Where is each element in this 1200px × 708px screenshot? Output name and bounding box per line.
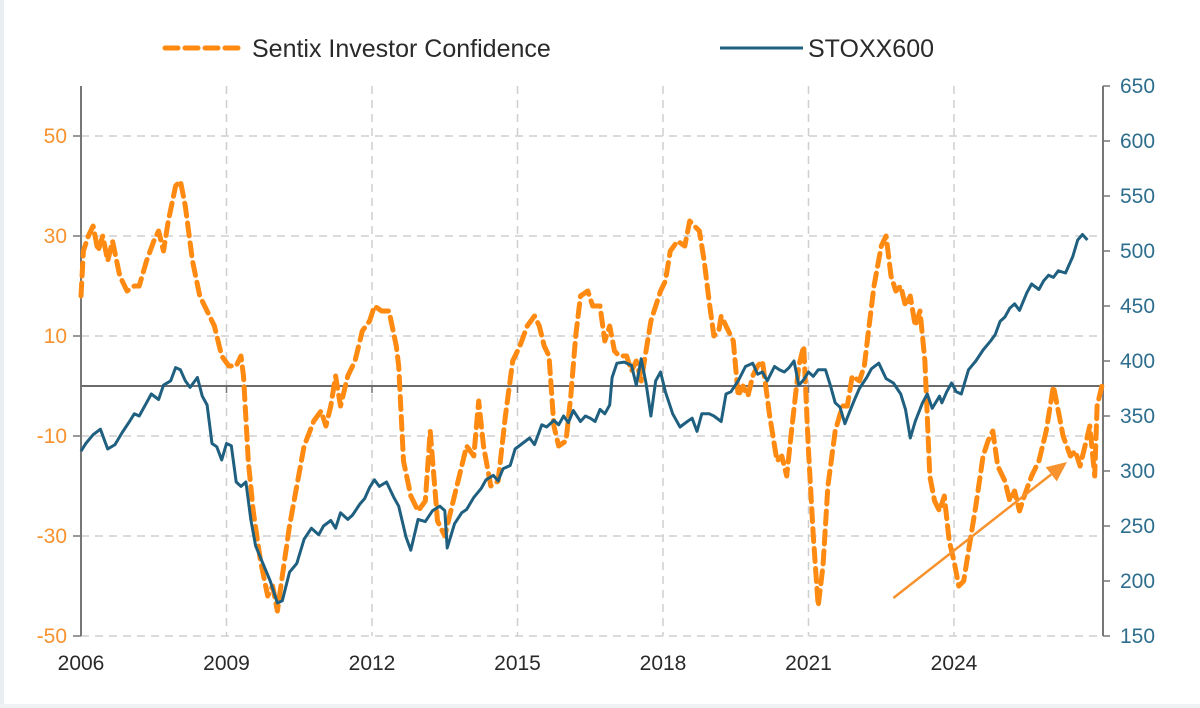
right-axis-tick-label: 150 (1120, 625, 1155, 648)
annotation-group (892, 462, 1068, 599)
right-axis-tick-label: 250 (1120, 515, 1155, 538)
left-axis-tick-label: 50 (44, 125, 67, 148)
series-group (78, 178, 1105, 614)
left-axis-tick-label: -50 (37, 625, 67, 648)
frame-bottom-edge (0, 704, 1200, 708)
frame-left-edge (0, 0, 4, 708)
x-axis-tick-label: 2006 (58, 652, 105, 675)
legend-label-stoxx600: STOXX600 (808, 35, 934, 63)
right-axis-tick-label: 600 (1120, 130, 1155, 153)
right-axis-tick-label: 550 (1120, 185, 1155, 208)
trend-arrow-head (1045, 462, 1068, 482)
right-axis-tick-label: 350 (1120, 405, 1155, 428)
x-axis-tick-label: 2009 (203, 652, 250, 675)
series-line-sentix (78, 178, 1105, 614)
right-axis-tick-label: 300 (1120, 460, 1155, 483)
axes: 50 30 10 -10 -30 -50 650 600 550 500 450 400 350 300 2… (37, 75, 1155, 675)
x-axis-tick-label: 2012 (349, 652, 396, 675)
x-axis-tick-label: 2024 (931, 652, 978, 675)
right-axis-tick-label: 200 (1120, 570, 1155, 593)
x-axis-tick-label: 2021 (785, 652, 832, 675)
right-axis-tick-label: 650 (1120, 75, 1155, 98)
right-axis-tick-label: 400 (1120, 350, 1155, 373)
legend: Sentix Investor Confidence STOXX600 (162, 35, 934, 63)
left-axis-tick-label: 10 (44, 325, 67, 348)
left-axis-tick-label: -10 (37, 425, 67, 448)
grid-lines (81, 86, 1103, 637)
legend-label-sentix: Sentix Investor Confidence (252, 35, 551, 63)
series-line-stoxx600 (79, 233, 1089, 605)
right-axis-tick-label: 450 (1120, 295, 1155, 318)
left-axis-tick-label: 30 (44, 225, 67, 248)
right-axis-tick-label: 500 (1120, 240, 1155, 263)
x-axis-tick-label: 2018 (640, 652, 687, 675)
trend-arrow-line (892, 473, 1053, 599)
left-axis-tick-label: -30 (37, 525, 67, 548)
x-axis-tick-label: 2015 (494, 652, 541, 675)
